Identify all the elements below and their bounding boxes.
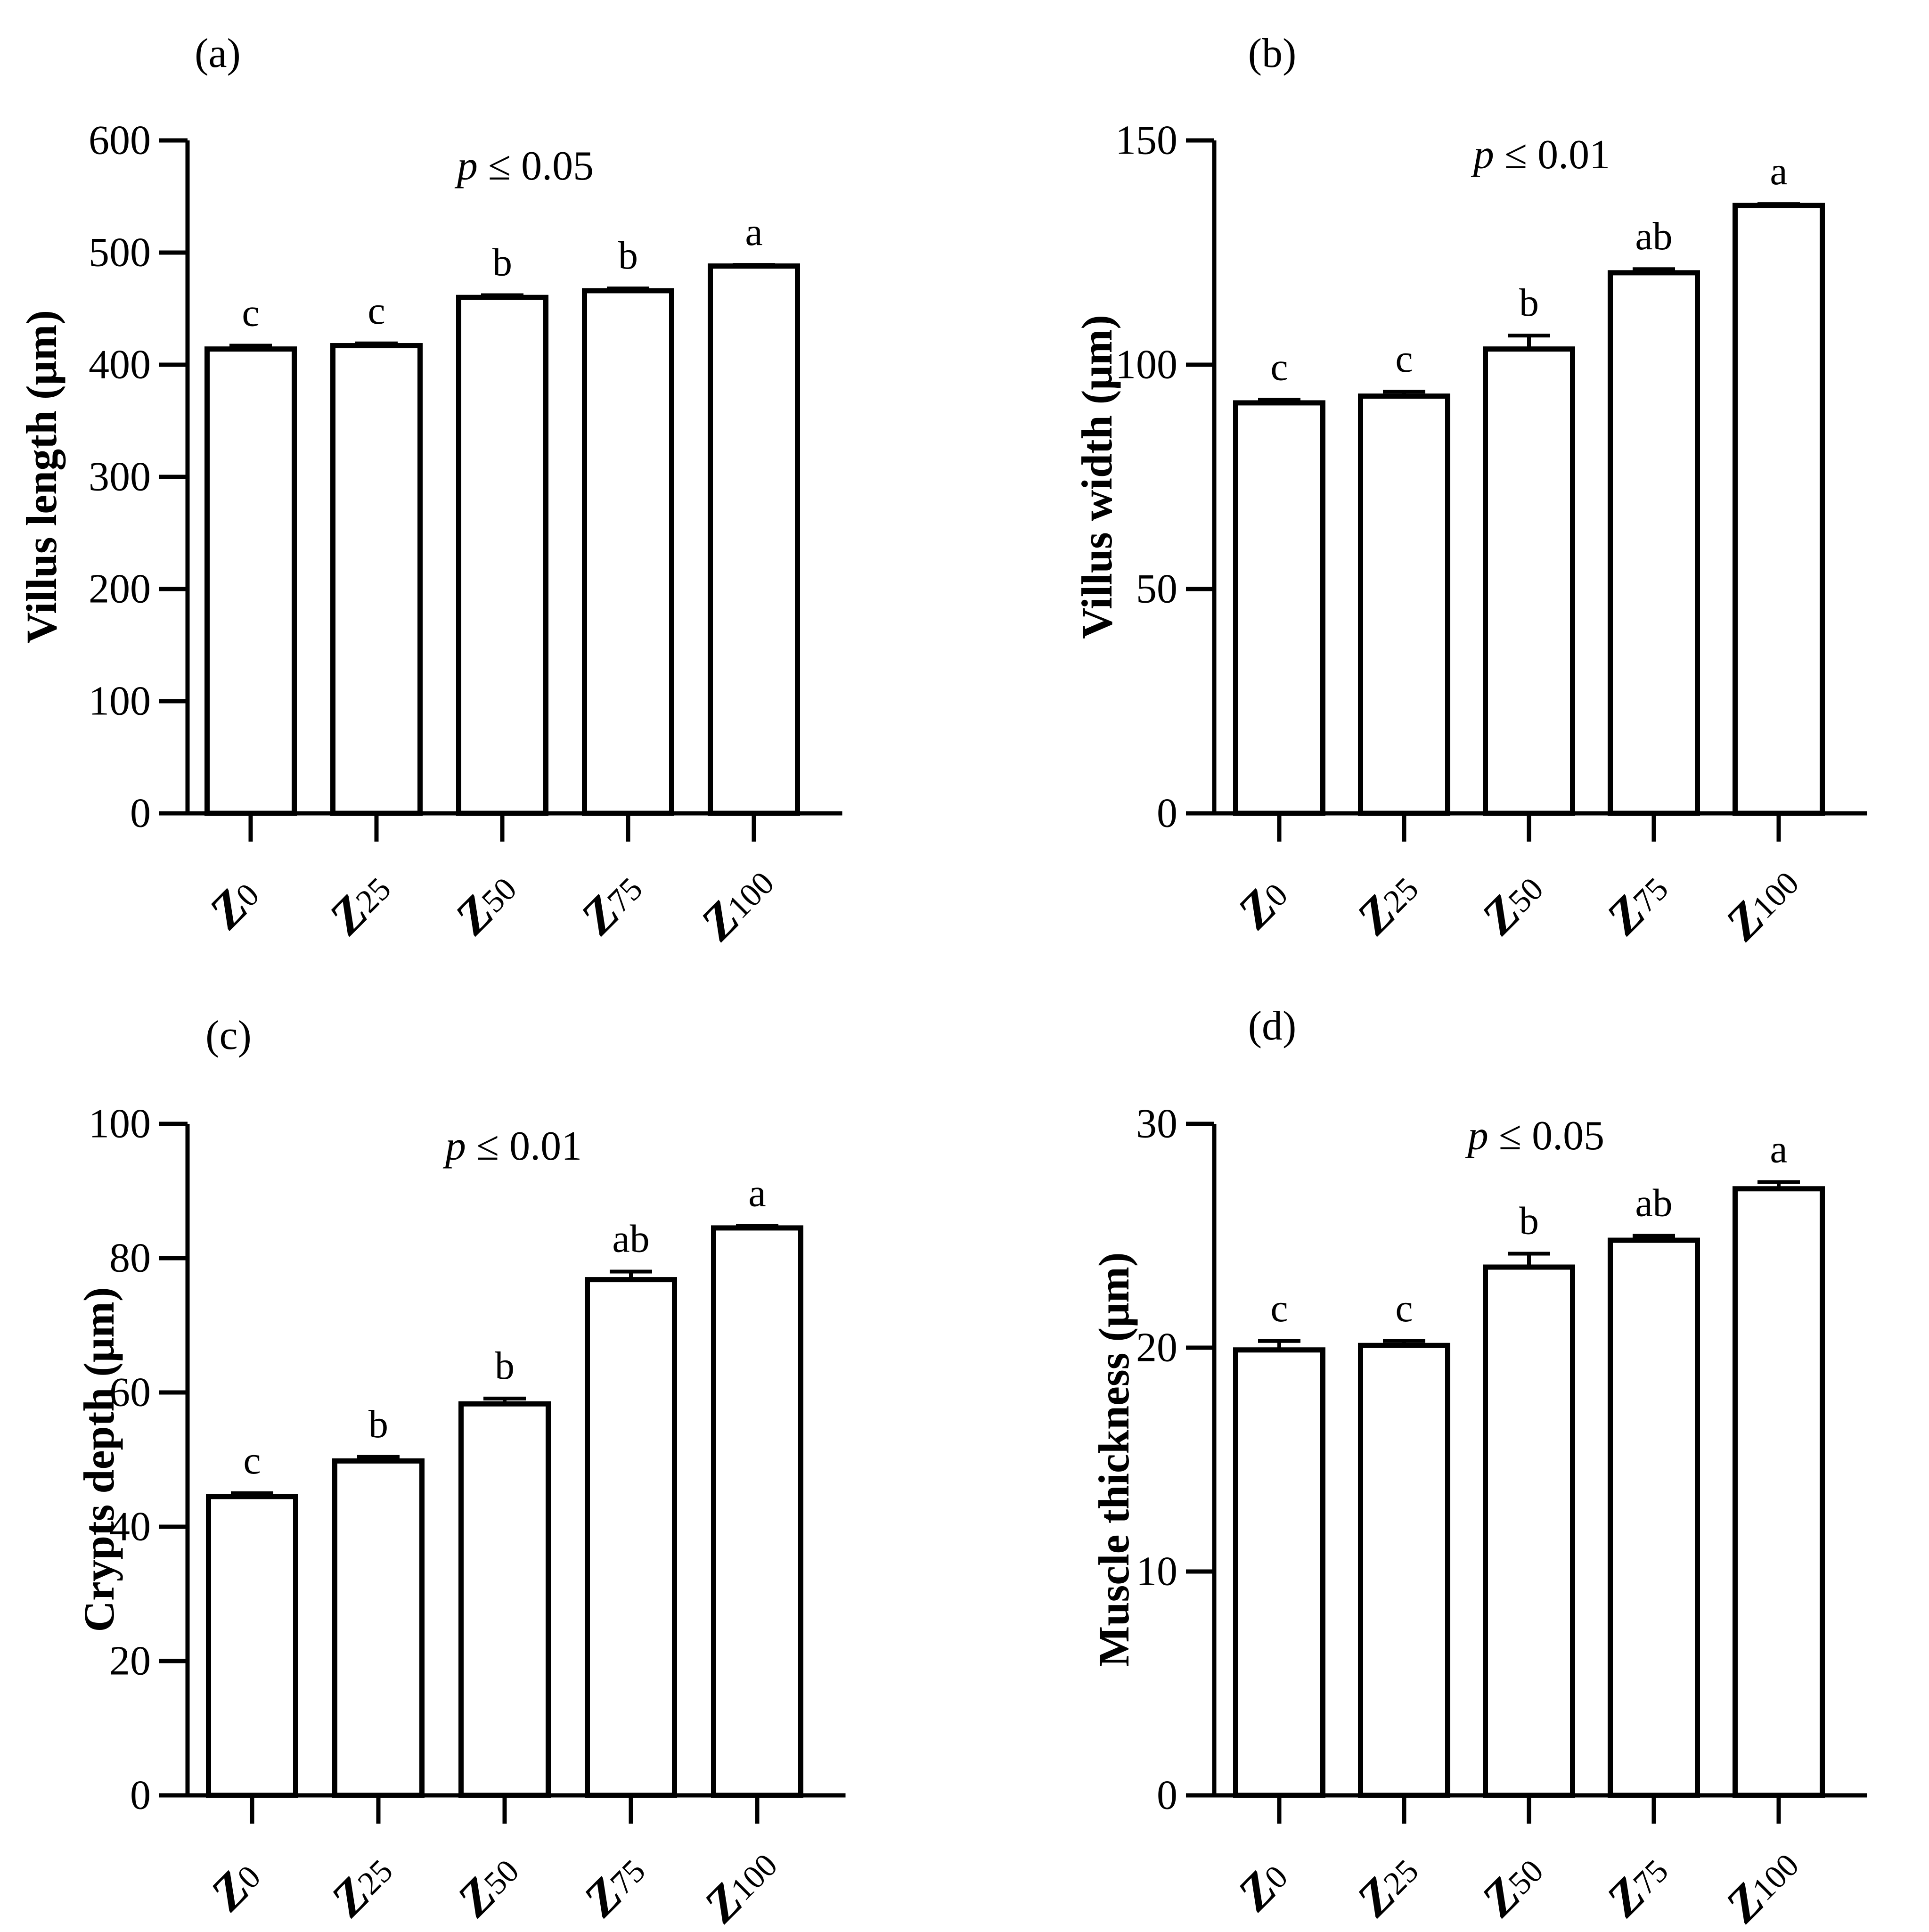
significance-letter-Z50: b: [495, 1344, 515, 1388]
bar-Z75: [1608, 270, 1700, 816]
y-tick-label: 80: [109, 1236, 151, 1281]
x-tick-label-Z75: Z75: [570, 862, 653, 945]
significance-letter-Z50: b: [1519, 281, 1539, 325]
significance-annotation: p ≤ 0.05: [1465, 1113, 1604, 1159]
significance-letter-Z25: b: [368, 1402, 388, 1446]
y-axis-label: Crypts depth (μm): [75, 1287, 123, 1632]
bar-Z25: [330, 343, 423, 816]
significance-letter-Z75: ab: [1635, 1181, 1672, 1225]
x-tick-label-Z100: Z100: [694, 1838, 788, 1932]
bar-Z50: [456, 295, 548, 816]
significance-letter-Z75: ab: [612, 1217, 649, 1261]
significance-letter-Z50: b: [1519, 1199, 1539, 1243]
y-tick-label: 30: [1136, 1101, 1177, 1147]
x-tick-label-Z75: Z75: [1596, 1844, 1679, 1927]
significance-letter-Z50: b: [492, 240, 512, 284]
significance-letter-Z25: c: [1395, 337, 1413, 381]
bar-Z0: [1233, 1347, 1325, 1798]
x-tick-label-Z50: Z50: [1471, 1844, 1554, 1927]
bar-Z0: [204, 346, 297, 816]
bar-Z0: [206, 1494, 298, 1798]
significance-letter-Z25: c: [1395, 1286, 1413, 1330]
significance-letter-Z0: c: [243, 1439, 261, 1482]
y-axis-label: Muscle thickness (μm): [1090, 1252, 1138, 1667]
panel-label: (c): [205, 1013, 252, 1058]
bar-Z25: [1358, 393, 1450, 816]
bar-Z25: [1358, 1343, 1450, 1798]
y-tick-label: 0: [1157, 1773, 1177, 1818]
y-tick-label: 20: [1136, 1325, 1177, 1371]
y-axis-label: Villus length (μm): [17, 310, 65, 644]
x-tick-label-Z100: Z100: [690, 856, 785, 950]
y-tick-label: 400: [89, 342, 151, 388]
bar-Z100: [1733, 203, 1825, 816]
y-tick-label: 200: [89, 566, 151, 612]
bar-Z75: [585, 1277, 677, 1798]
chart-panel-d: (d) Muscle thickness (μm) 0 10 20 30 p ≤ 0.05 c…: [1090, 1003, 1867, 1932]
chart-panel-a: (a) Villus length (μm) 0 100 200 300 400 500 600…: [17, 31, 842, 951]
x-tick-label-Z25: Z25: [320, 1844, 403, 1927]
x-tick-label-Z0: Z0: [198, 868, 270, 939]
bar-Z100: [1733, 1186, 1825, 1798]
significance-letter-Z25: c: [368, 289, 385, 333]
x-tick-label-Z100: Z100: [1715, 1838, 1810, 1932]
y-tick-label: 500: [89, 230, 151, 276]
bar-Z50: [1483, 346, 1575, 816]
significance-annotation: p ≤ 0.01: [1471, 132, 1610, 178]
y-tick-label: 0: [130, 791, 151, 836]
y-tick-label: 100: [89, 1101, 151, 1147]
significance-letter-Z75: b: [618, 234, 638, 278]
x-tick-label-Z25: Z25: [1346, 862, 1429, 945]
x-tick-label-Z75: Z75: [1596, 862, 1679, 945]
significance-letter-Z75: ab: [1635, 214, 1672, 258]
significance-letter-Z0: c: [1270, 1286, 1288, 1330]
significance-letter-Z100: a: [1770, 1128, 1787, 1171]
x-tick-label-Z0: Z0: [1227, 868, 1299, 939]
bar-Z50: [458, 1401, 551, 1798]
y-tick-label: 20: [109, 1638, 151, 1684]
x-tick-label-Z0: Z0: [200, 1850, 271, 1921]
y-axis-label: Villus width (μm): [1073, 315, 1121, 639]
y-tick-label: 150: [1115, 118, 1177, 164]
bar-Z100: [708, 263, 800, 816]
bar-Z25: [332, 1458, 425, 1798]
y-tick-label: 0: [1157, 791, 1177, 836]
bar-Z0: [1233, 400, 1325, 816]
x-tick-label-Z0: Z0: [1227, 1850, 1299, 1921]
significance-letter-Z100: a: [748, 1171, 766, 1215]
x-tick-label-Z50: Z50: [447, 1844, 530, 1927]
y-tick-label: 0: [130, 1773, 151, 1818]
significance-letter-Z100: a: [1770, 149, 1787, 193]
bar-Z75: [582, 288, 674, 816]
significance-letter-Z0: c: [1270, 345, 1288, 389]
x-tick-label-Z75: Z75: [573, 1844, 656, 1927]
y-tick-label: 600: [89, 118, 151, 164]
chart-panel-b: (b) Villus width (μm) 0 50 100 150 p ≤ 0.01 c Z0…: [1073, 31, 1867, 951]
panel-label: (a): [195, 31, 241, 76]
x-tick-label-Z100: Z100: [1715, 856, 1810, 950]
chart-panel-c: (c) Crypts depth (μm) 0 20 40 60 80 100 p ≤ 0.01…: [75, 1013, 846, 1932]
x-tick-label-Z25: Z25: [1346, 1844, 1429, 1927]
significance-letter-Z100: a: [745, 210, 762, 254]
bar-Z75: [1608, 1237, 1700, 1798]
y-tick-label: 50: [1136, 566, 1177, 612]
panel-label: (d): [1248, 1003, 1297, 1049]
significance-annotation: p ≤ 0.05: [454, 143, 594, 189]
x-tick-label-Z50: Z50: [1471, 862, 1554, 945]
x-tick-label-Z50: Z50: [444, 862, 527, 945]
bar-Z50: [1483, 1264, 1575, 1798]
significance-letter-Z0: c: [242, 291, 259, 335]
significance-annotation: p ≤ 0.01: [442, 1123, 582, 1169]
bar-Z100: [711, 1225, 803, 1798]
y-tick-label: 10: [1136, 1549, 1177, 1595]
x-tick-label-Z25: Z25: [319, 862, 401, 945]
y-tick-label: 300: [89, 454, 151, 500]
y-tick-label: 40: [109, 1504, 151, 1550]
y-tick-label: 100: [1115, 342, 1177, 388]
y-tick-label: 60: [109, 1370, 151, 1416]
panel-label: (b): [1248, 31, 1297, 76]
y-tick-label: 100: [89, 679, 151, 724]
